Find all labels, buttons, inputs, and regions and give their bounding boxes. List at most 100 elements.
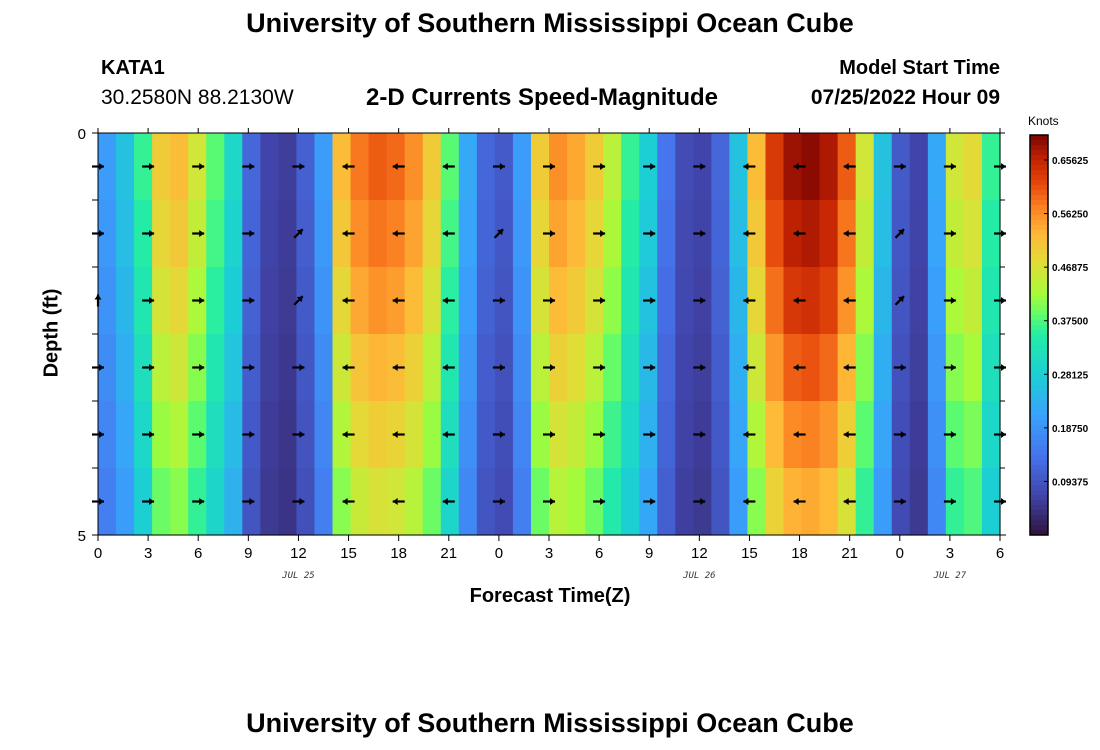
heatmap-cell [458,334,478,402]
heatmap-cell [783,267,803,335]
heatmap-cell [314,133,334,201]
x-tick-label: 12 [691,545,708,562]
heatmap-cell [260,267,279,335]
heatmap-cell [278,200,298,268]
heatmap-cell [873,468,893,536]
heatmap-cell [260,401,279,469]
arrow-head [392,498,398,505]
heatmap-cell [873,267,893,335]
velocity-arrow [793,364,806,371]
velocity-arrow [192,297,205,304]
arrow-head [299,163,305,170]
velocity-arrow [493,228,504,239]
arrow-head [99,163,104,170]
heatmap-cell [657,267,676,335]
heatmap-cell [747,133,767,201]
velocity-arrow [793,163,806,170]
velocity-arrow [743,431,756,438]
colorbar-segment [1030,340,1048,346]
colorbar-segment [1030,395,1048,401]
arrow-head [99,431,104,438]
velocity-arrow [242,498,255,505]
y-tick-label: 0 [78,126,86,143]
velocity-arrow [743,230,756,237]
arrow-head [249,230,255,237]
velocity-arrow [293,228,304,239]
velocity-arrow [142,498,155,505]
heatmap-cell [332,468,352,536]
colorbar-segment [1030,420,1048,426]
velocity-arrow [793,498,806,505]
heatmap-cell [116,133,135,201]
arrow-head [149,364,155,371]
velocity-arrow [843,297,856,304]
arrow-head [843,364,849,371]
arrow-head [342,431,348,438]
colorbar-segment [1030,210,1048,216]
arrow-head [550,431,555,438]
heatmap-cell [783,200,803,268]
arrow-head [249,364,255,371]
colorbar-segment [1030,280,1048,286]
velocity-arrow [442,230,455,237]
colorbar-segment [1030,355,1048,361]
heatmap-cell [981,133,1001,201]
arrow-head [700,498,706,505]
colorbar-segment [1030,445,1048,451]
heatmap-cell [116,334,135,402]
velocity-arrow [242,163,255,170]
arrow-head [843,431,849,438]
arrow-head [1001,431,1006,438]
velocity-arrow [543,297,555,304]
arrow-head [793,498,799,505]
heatmap-cell [909,401,929,469]
colorbar-segment [1030,180,1048,186]
arrow-head [499,498,505,505]
heatmap-cell [675,133,694,201]
heatmap-cell [747,267,767,335]
colorbar-segment [1030,380,1048,386]
colorbar-segment [1030,215,1048,221]
velocity-arrow [192,364,205,371]
velocity-arrow [893,431,906,438]
colorbar-segment [1030,320,1048,326]
heatmap-cell [549,334,568,402]
velocity-arrow [342,163,355,170]
arrow-head [898,229,905,236]
arrow-head [342,230,348,237]
velocity-arrow [994,364,1006,371]
velocity-arrow [192,498,205,505]
heatmap-cell [350,401,370,469]
arrow-head [296,296,303,303]
heatmap-cell [963,468,983,536]
heatmap-cell [224,267,243,335]
arrow-head [743,364,749,371]
heatmap-cell [458,468,478,536]
x-tick-label: 18 [791,545,808,562]
velocity-arrow [743,498,756,505]
heatmap-cell [368,334,388,402]
arrow-head [99,230,104,237]
x-tick-label: 0 [94,545,102,562]
heatmap-cell [98,334,117,402]
arrow-head [1001,297,1006,304]
arrow-head [900,431,906,438]
heatmap-cell [170,334,189,402]
velocity-arrow [593,230,606,237]
heatmap-cell [278,401,298,469]
arrow-head [600,163,606,170]
heatmap-cell [891,267,911,335]
heatmap-cell [458,267,478,335]
heatmap-cell [368,133,388,201]
heatmap-cell [458,200,478,268]
heatmap-cell [404,133,424,201]
arrow-head [199,230,205,237]
velocity-arrow [843,498,856,505]
velocity-arrow [893,364,906,371]
heatmap-cell [603,401,622,469]
arrow-head [600,297,606,304]
x-tick-label: 9 [244,545,252,562]
arrow-head [650,431,656,438]
velocity-arrow [292,431,305,438]
